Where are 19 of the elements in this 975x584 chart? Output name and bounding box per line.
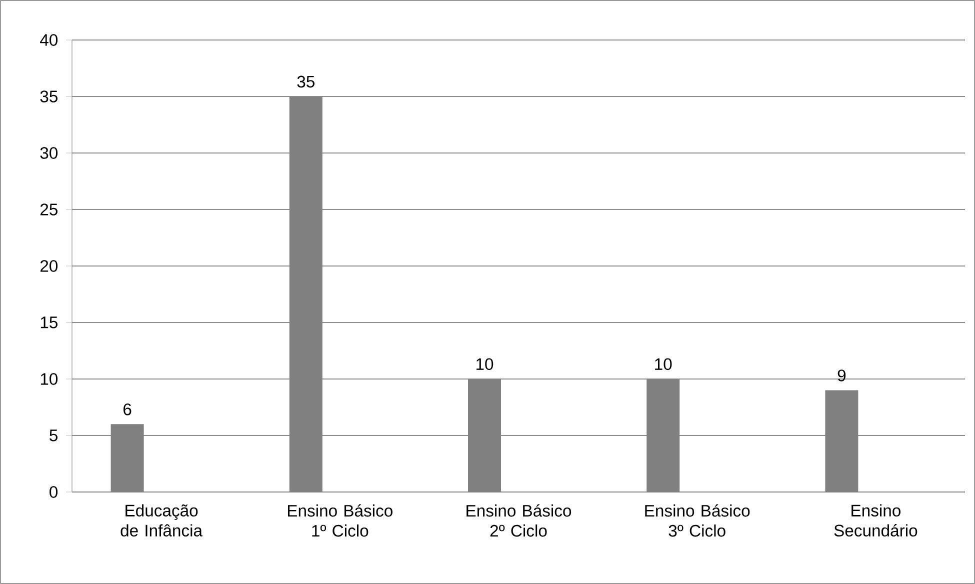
y-tick-label: 40	[40, 34, 58, 46]
x-tick-label: Ensino Secundário	[834, 504, 918, 536]
x-tick-label: Educação de Infância	[120, 504, 203, 536]
y-tick-label: 15	[40, 316, 58, 328]
y-tick-label: 10	[40, 373, 58, 385]
y-tick-label: 30	[40, 147, 58, 159]
y-tick-label: 25	[40, 204, 58, 216]
y-tick-label: 20	[40, 260, 58, 272]
x-tick-label: Ensino Básico 1º Ciclo	[288, 504, 392, 537]
data-label: 10	[476, 358, 494, 370]
data-label: 9	[838, 370, 846, 382]
x-tick-label: Ensino Básico 2º Ciclo	[466, 504, 572, 537]
y-tick-label: 0	[50, 486, 58, 498]
data-label: 6	[124, 403, 132, 416]
y-tick-label: 35	[40, 90, 58, 102]
x-tick-label: Ensino Básico 3º Ciclo	[645, 504, 750, 537]
data-label: 35	[297, 76, 314, 88]
y-tick-label: 5	[50, 430, 58, 442]
data-label: 10	[655, 358, 672, 370]
